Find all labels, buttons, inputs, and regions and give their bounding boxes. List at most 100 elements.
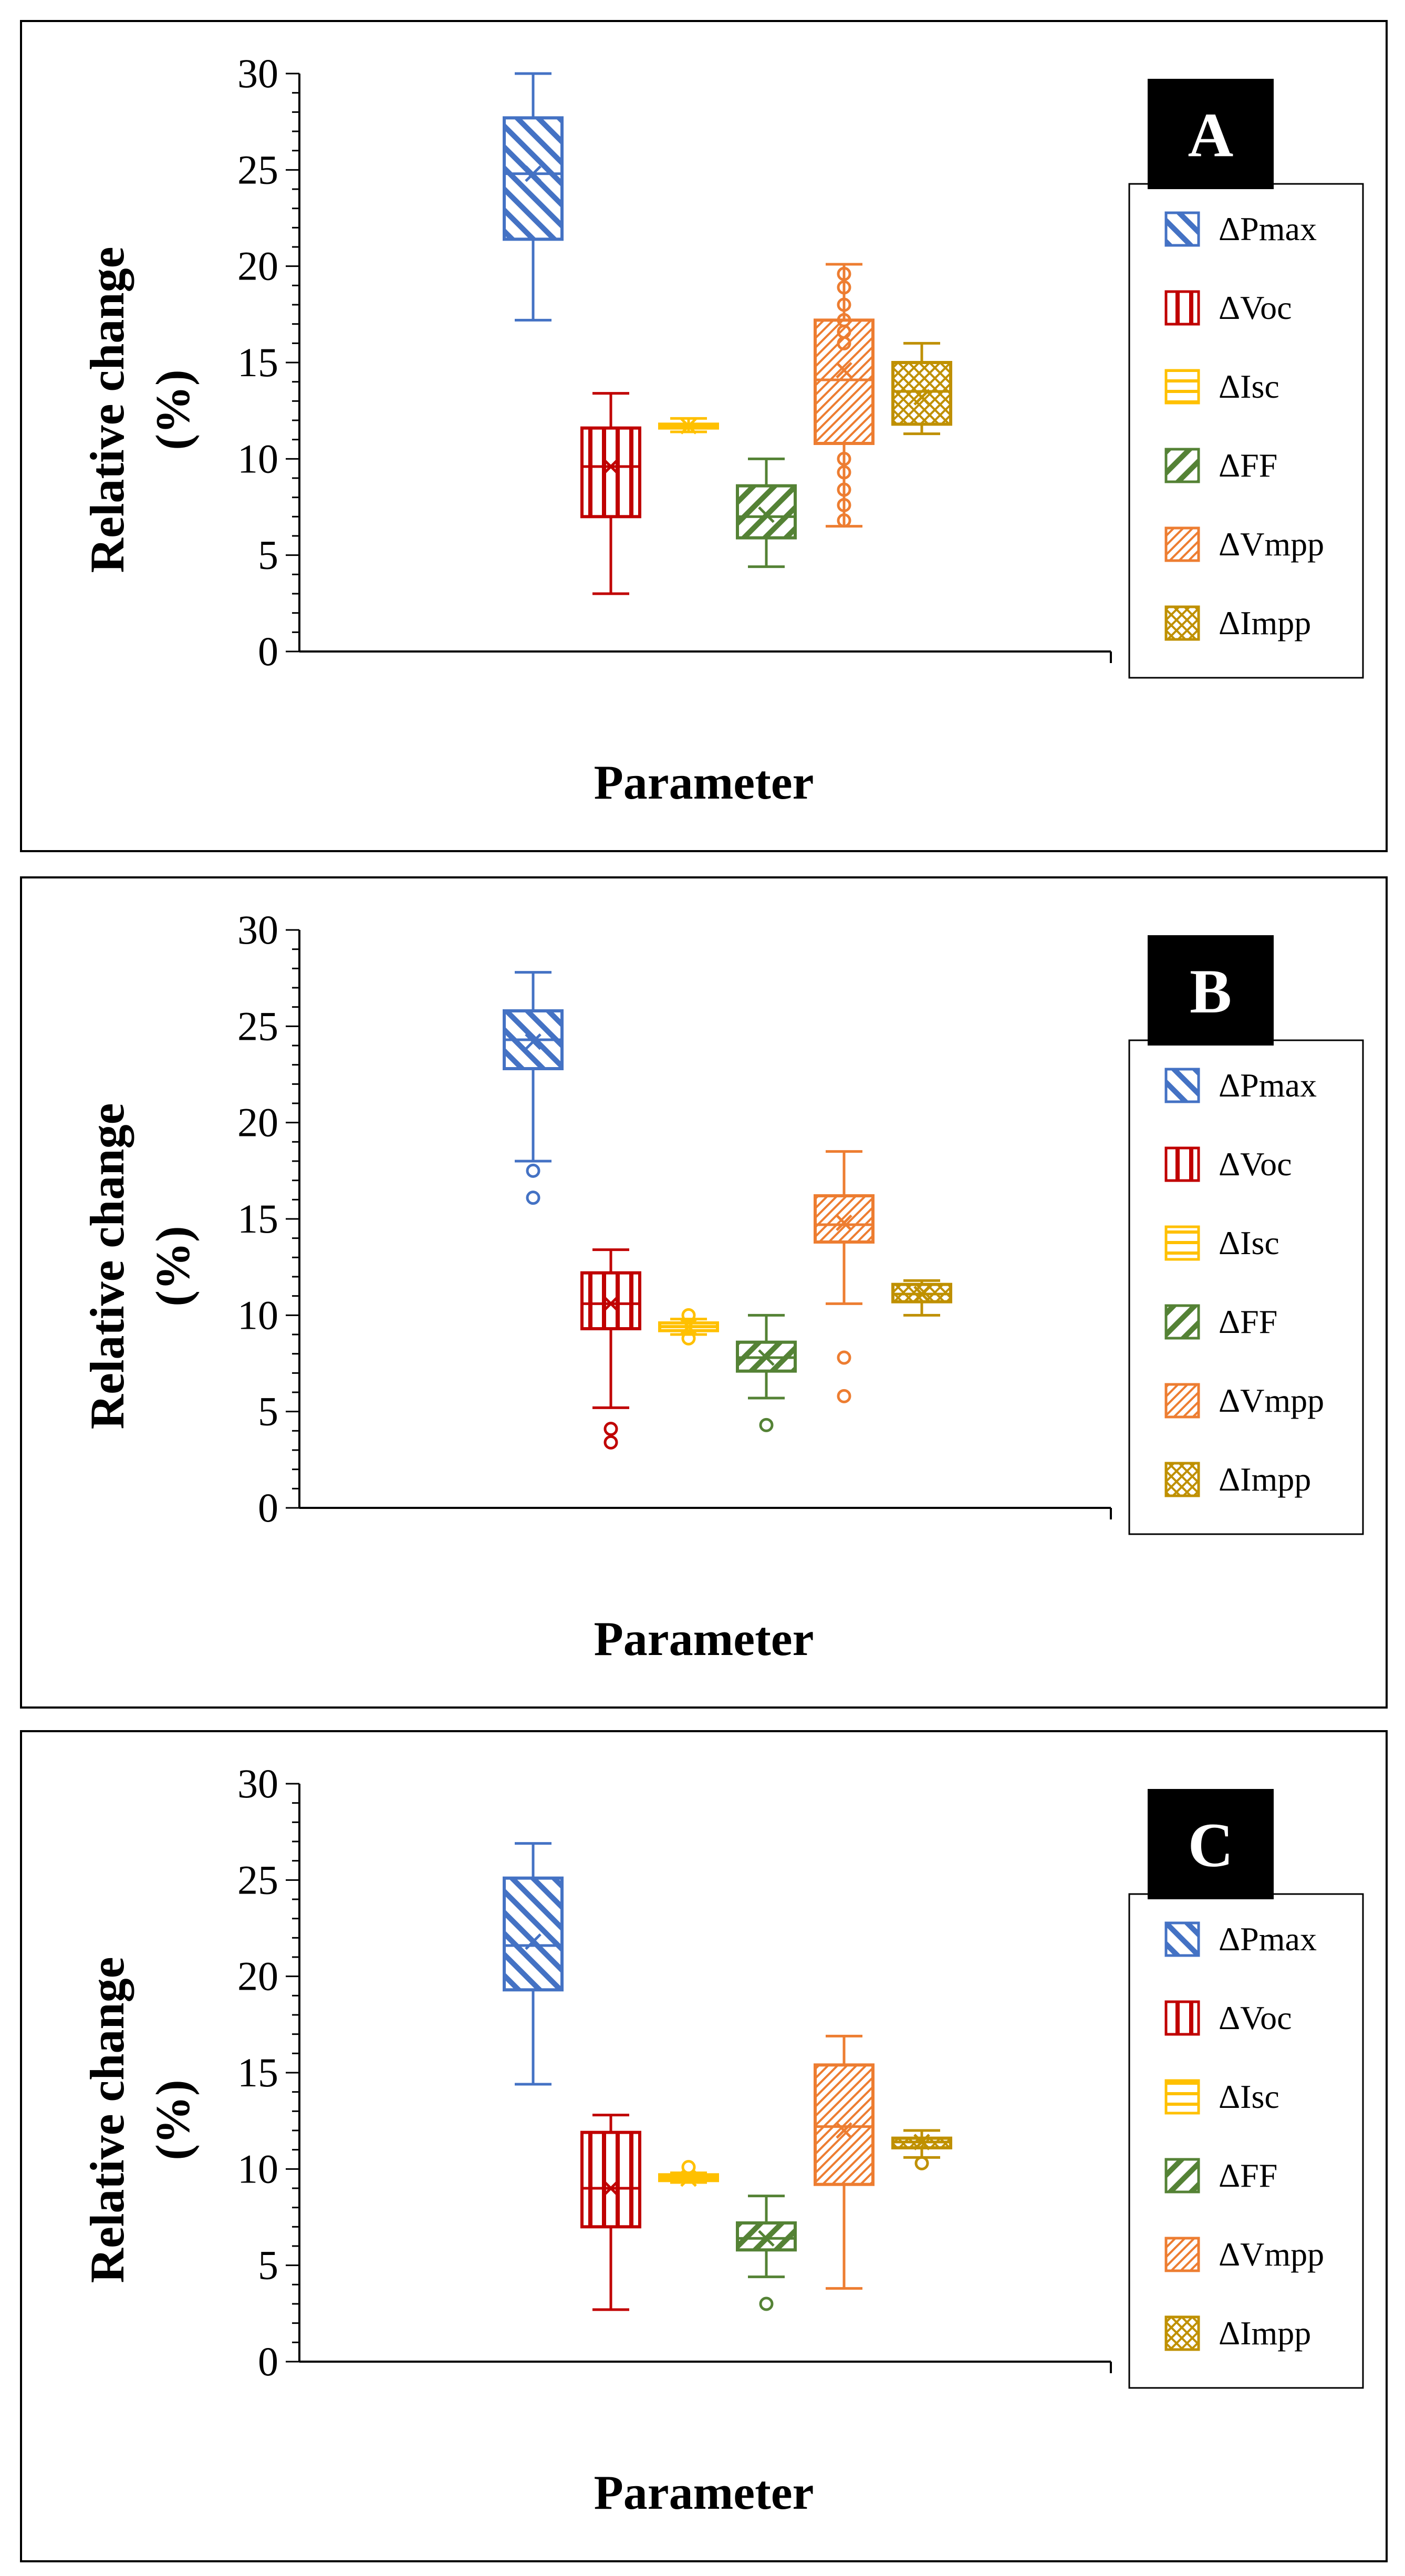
panel-badge [1148,1789,1274,1899]
outlier-point [681,2160,696,2175]
legend-label: ΔPmax [1219,210,1317,247]
outlier-point [914,2156,929,2170]
legend-label: ΔIsc [1219,1224,1279,1261]
box-delta-voc [580,2114,641,2311]
legend-swatch [1164,290,1200,326]
legend-label: ΔPmax [1219,1067,1317,1104]
legend-label: ΔImpp [1219,2314,1311,2352]
mean-marker [602,1295,619,1312]
legend-swatch [1164,2079,1200,2115]
chart-panel-b: 0 5 10 15 20 25 30 Relative change (%) Parameter Δ… [20,876,1388,1709]
legend-label: ΔFF [1219,447,1277,484]
mean-marker [913,389,930,406]
outlier-point [837,266,851,281]
y-tick-label: 25 [237,147,278,192]
legend-swatch [1164,1462,1200,1497]
legend-swatch [1164,1304,1200,1340]
box-delta-pmax [503,1842,564,2086]
box-body [814,1194,875,1244]
mean-marker [836,2122,852,2139]
box-body [503,1876,564,1992]
box-delta-ff [736,1313,797,1432]
legend: ΔPmax ΔVoc ΔIsc ΔFF ΔVmpp ΔImpp [1128,183,1364,679]
y-tick-label: 25 [237,1857,278,1902]
legend-swatch [1164,1225,1200,1261]
y-tick-label: 30 [237,1761,278,1806]
outlier-point [681,1331,696,1346]
y-tick-label: 10 [237,1292,278,1338]
y-tick-label: 5 [258,532,278,578]
box-delta-impp [891,342,952,436]
mean-marker [602,458,619,475]
outlier-point [837,482,851,497]
y-tick-label: 20 [237,1100,278,1145]
outlier-point [837,498,851,512]
legend-label: ΔVoc [1219,1999,1292,2036]
outlier-point [603,1435,618,1450]
y-axis-title: (%) [146,2080,200,2160]
mean-marker [836,361,852,379]
panel-badge [1148,79,1274,189]
mean-marker [758,506,775,523]
y-tick-label: 10 [237,436,278,481]
outlier-point [837,313,851,327]
y-tick-label: 25 [237,1003,278,1049]
legend-frame [1128,1893,1364,2389]
box-delta-vmpp [814,263,875,528]
mean-marker [680,1318,697,1336]
panel-badge-label: A [1188,100,1234,170]
outlier-point [837,297,851,312]
outlier-point [526,1191,540,1205]
y-axis-title: Relative change [80,1103,134,1430]
x-axis-title: Parameter [594,756,814,809]
box-body [891,361,952,426]
legend: ΔPmax ΔVoc ΔIsc ΔFF ΔVmpp ΔImpp [1128,1039,1364,1535]
legend-swatch [1164,526,1200,562]
y-tick-label: 10 [237,2146,278,2191]
box-body [580,426,641,519]
mean-marker [525,1933,542,1950]
box-delta-voc [580,392,641,595]
y-tick-label: 0 [258,2339,278,2384]
chart-panel-c: 0 5 10 15 20 25 30 Relative change (%) Parameter Δ… [20,1730,1388,2562]
box-body [503,116,564,241]
legend-swatch [1164,1068,1200,1103]
legend-label: ΔFF [1219,1303,1277,1340]
legend-swatch [1164,1383,1200,1419]
legend-label: ΔImpp [1219,604,1311,642]
y-axis-title: (%) [146,369,200,450]
box-body [736,484,797,540]
box-delta-impp [891,1279,952,1317]
legend-swatch [1164,2158,1200,2194]
y-axis-title: Relative change [80,1957,134,2283]
y-axis-title: Relative change [80,247,134,573]
y-tick-label: 5 [258,2242,278,2288]
box-delta-vmpp [814,1150,875,1403]
box-body [814,318,875,445]
legend-swatch [1164,605,1200,641]
outlier-point [681,1308,696,1322]
y-tick-label: 0 [258,1485,278,1530]
legend: ΔPmax ΔVoc ΔIsc ΔFF ΔVmpp ΔImpp [1128,1893,1364,2389]
box-delta-impp [891,2129,952,2170]
box-body [580,1271,641,1331]
legend-label: ΔFF [1219,2157,1277,2194]
box-delta-isc [658,1308,719,1346]
box-delta-ff [736,457,797,568]
legend-label: ΔVmpp [1219,525,1324,563]
legend-label: ΔImpp [1219,1461,1311,1498]
outlier-point [837,451,851,466]
outlier-point [837,465,851,480]
panel-badge [1148,935,1274,1046]
mean-marker [680,418,697,434]
box-delta-ff [736,2195,797,2311]
legend-label: ΔVoc [1219,289,1292,326]
legend-label: ΔVmpp [1219,2236,1324,2273]
mean-marker [525,165,542,182]
mean-marker [836,1214,852,1232]
mean-marker [680,2170,697,2187]
panel-badge-label: C [1188,1810,1234,1880]
box-body [580,2130,641,2229]
outlier-point [837,513,851,528]
mean-marker [913,2134,930,2150]
